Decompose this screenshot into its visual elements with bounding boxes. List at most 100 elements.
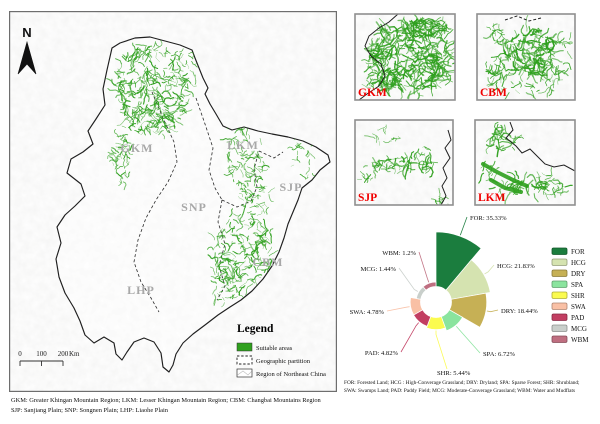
rose-leader-PAD [400,322,420,353]
map-frame [9,11,337,392]
rose-legend-swatch-MCG [551,324,568,332]
map-region-label-SNP: SNP [181,200,207,214]
rose-label-SWA: SWA: 4.78% [350,309,385,316]
inset-SJP: SJP [354,119,454,206]
map-legend-title: Legend [237,323,274,335]
rose-label-FOR: FOR: 35.33% [470,215,507,222]
inset-suitable-streak [489,178,523,194]
rose-label-WBM: WBM: 1.2% [382,250,416,257]
rose-sector-SWA [409,297,424,316]
map-region-label-CBM: CBM [253,255,284,269]
partition-line [221,150,260,208]
rose-label-SPA: SPA: 6.72% [483,351,516,358]
rose-legend-label-FOR: FOR [571,248,585,256]
rose-label-MCG: MCG: 1.44% [360,266,396,273]
rose-sector-SHR [426,316,446,330]
scale-tick-label: 200 [58,350,69,358]
inset-suitable-streak [481,162,529,188]
rose-label-SHR: SHR: 5.44% [437,370,471,377]
map-region-label-SJP: SJP [279,180,302,194]
rose-legend-swatch-WBM [551,335,568,343]
rose-sector-WBM [422,281,437,291]
rose-leader-WBM [418,251,430,283]
rose-sector-HCG [445,259,491,300]
caption-landcover: FOR: Forested Land; HCG : High-Converage… [344,380,600,396]
rose-label-DRY: DRY: 18.44% [501,308,538,315]
rose-leader-DRY [486,309,499,313]
partition-line [258,150,284,159]
rose-leader-SPA [455,325,481,354]
caption-landcover-line1: FOR: Forested Land; HCG : High-Converage… [344,380,580,386]
rose-leader-SWA [386,306,410,312]
rose-legend-swatch-DRY [551,269,568,277]
inset-partition-line [504,15,542,22]
map-region-label-GKM: GKM [121,141,154,155]
region-outline [55,36,331,373]
scale-bar: 0 100 200 Km [18,350,80,366]
rose-leader-FOR [459,216,468,236]
legend-swatch-partition [236,355,253,365]
inset-frame [474,119,576,206]
legend-item-label: Region of Northeast China [256,371,326,378]
caption-regions-line2: SJP: Sanjiang Plain; SNP: Songnen Plain;… [11,406,168,414]
rose-legend-swatch-SPA [551,280,568,288]
caption-regions: GKM: Greater Khingan Mountain Region; LK… [11,396,351,416]
rose-leader-HCG [484,264,495,275]
rose-legend-label-SPA: SPA [571,281,583,289]
inset-CBM: CBM [476,13,576,101]
rose-legend-swatch-SWA [551,302,568,310]
inset-frame [354,119,454,206]
rose-label-HCG: HCG: 21.83% [497,263,535,270]
partition-line [133,91,178,313]
caption-landcover-line2: SWA: Swamps Land; PAD: Paddy Field; MCG:… [344,387,576,394]
north-arrow-icon [17,40,37,75]
inset-GKM: GKM [354,13,456,101]
rose-legend-label-WBM: WBM [571,336,589,344]
map-legend: Legend Suitable areas Geographic partition… [236,323,326,378]
legend-swatch-suitable [236,342,253,352]
scale-bar-line [19,360,64,366]
rose-legend-label-SWA: SWA [571,303,586,311]
inset-maps: GKM CBM SJP LKM [354,13,576,206]
inset-label-GKM: GKM [358,87,387,99]
scale-tick-label: 0 [18,350,22,358]
map-hillshade [9,11,337,392]
rose-leader-MCG [398,267,418,292]
inset-label-CBM: CBM [480,87,507,99]
rose-legend-swatch-FOR [551,247,568,255]
inset-LKM: LKM [474,119,576,206]
partition-line [195,97,223,201]
legend-item-label: Suitable areas [256,345,293,352]
legend-swatch-region-texture [237,370,252,376]
north-arrow: N [17,25,37,75]
rose-legend-swatch-PAD [551,313,568,321]
rose-legend-label-SHR: SHR [571,292,585,300]
inset-boundary-line [505,121,575,172]
rose-chart: FOR: 35.33% HCG: 21.83% DRY: 18.44% SPA: 6.… [350,215,590,377]
rose-leader-SHR [435,330,448,370]
map-region-label-LKM: LKM [227,138,259,152]
rose-legend-swatch-HCG [551,258,568,266]
main-map: GKM LKM SJP SNP CBM LHP N 0 100 200 Km Legend Suitab… [9,11,337,392]
inset-frame [476,13,576,101]
legend-item-label: Geographic partition [256,358,311,365]
rose-label-PAD: PAD: 4.82% [365,350,399,357]
rose-sector-DRY [448,292,487,328]
inset-label-SJP: SJP [358,192,377,204]
inset-boundary-line [440,129,452,205]
rose-sector-FOR [435,231,482,291]
rose-legend-label-PAD: PAD [571,314,584,322]
rose-legend-label-DRY: DRY [571,270,585,278]
rose-legend-label-HCG: HCG [571,259,586,267]
inset-boundary-line [358,14,399,100]
scale-tick-label: 100 [36,350,47,358]
rose-legend-label-MCG: MCG [571,325,587,333]
map-region-label-LHP: LHP [127,283,155,297]
inset-label-LKM: LKM [478,192,506,204]
caption-regions-line1: GKM: Greater Khingan Mountain Region; LK… [11,397,321,404]
inset-frame [354,13,456,101]
rose-legend-swatch-SHR [551,291,568,299]
legend-swatch-region [236,368,253,378]
north-arrow-label: N [22,25,31,40]
